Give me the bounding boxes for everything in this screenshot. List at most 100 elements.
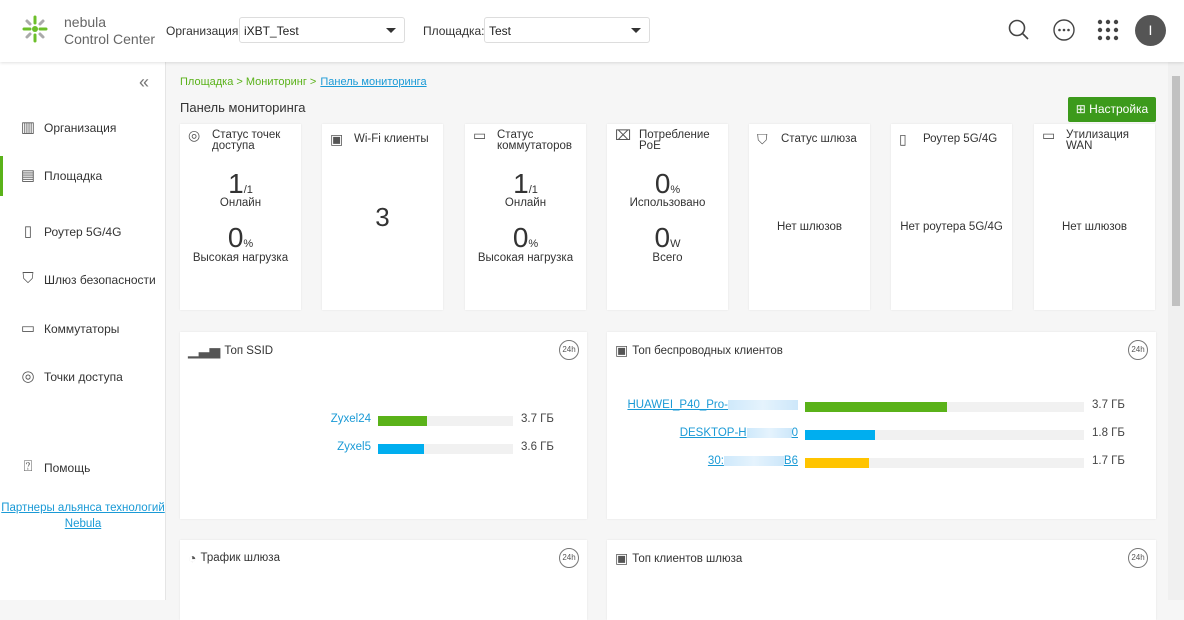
wifi-icon: ◎ — [21, 368, 35, 385]
nav-label: Точки доступа — [44, 370, 123, 384]
card-poe: ⌧ Потребление PoE 0% Использовано 0W Всег… — [607, 124, 728, 310]
card-value: 1/1 — [465, 168, 586, 200]
panel-title: Топ беспроводных клиентов — [632, 344, 783, 357]
partner-link[interactable]: Партнеры альянса технологий Nebula — [1, 502, 165, 530]
brand: nebula Control Center — [64, 14, 155, 48]
card-value[interactable]: 3 — [375, 202, 390, 232]
bar-value: 1.8 ГБ — [1092, 427, 1125, 439]
sidebar-item-organization[interactable]: ▥ Организация — [0, 108, 166, 148]
card-switch-status: ▭ Статус коммутаторов 1/1 Онлайн 0% Высок… — [465, 124, 586, 310]
nav-label: Организация — [44, 121, 117, 135]
name-suffix: B6 — [783, 455, 798, 467]
unit: % — [670, 184, 681, 196]
card-title: Статус коммутаторов — [497, 129, 572, 152]
bar-value: 1.7 ГБ — [1092, 455, 1125, 467]
card-message: Нет роутера 5G/4G — [900, 221, 1003, 233]
value: 0 — [512, 222, 529, 253]
switch-icon: ▭ — [20, 320, 36, 337]
bar-label[interactable]: HUAWEI_P40_Pro- — [627, 399, 798, 411]
card-value: 0W — [607, 222, 728, 254]
bar-label[interactable]: Zyxel5 — [337, 441, 371, 453]
phone-icon: ▯ — [23, 223, 33, 240]
bar-value: 3.6 ГБ — [521, 441, 554, 453]
gateway-traffic-panel: ◔ Трафик шлюза 24h — [180, 540, 587, 620]
panel-title: Трафик шлюза — [200, 552, 280, 564]
breadcrumb: Площадка > Мониторинг > Панель мониторинг… — [180, 76, 427, 88]
24h-badge[interactable]: 24h — [1128, 548, 1148, 568]
nav-label: Шлюз безопасности — [44, 273, 156, 287]
settings-icon: ⊞ — [1075, 102, 1090, 116]
collapse-sidebar-icon[interactable]: « — [139, 72, 150, 92]
card-ap-status: ◎ Статус точек доступа 1/1 Онлайн 0% Высо… — [180, 124, 301, 310]
bar-track — [805, 402, 1084, 412]
sidebar-item-gateway[interactable]: ⛉ Шлюз безопасности — [0, 260, 166, 300]
card-label: Использовано — [629, 197, 706, 209]
site-icon: ▤ — [20, 167, 36, 184]
card-wan: ▭ Утилизация WAN Нет шлюзов — [1034, 124, 1155, 310]
card-wifi-clients: ▣ Wi-Fi клиенты 3 — [322, 124, 443, 310]
poe-icon: ⌧ — [615, 127, 632, 143]
panel-title: Топ SSID — [224, 344, 274, 357]
name: HUAWEI_P40_Pro- — [627, 399, 728, 411]
scrollbar[interactable] — [1168, 62, 1184, 600]
more-icon[interactable] — [1051, 17, 1077, 43]
scrollbar-thumb[interactable] — [1172, 76, 1180, 306]
gateway-clients-panel: ▣ Топ клиентов шлюза 24h — [607, 540, 1156, 620]
sidebar-item-access-points[interactable]: ◎ Точки доступа — [0, 357, 166, 397]
value: 0 — [227, 222, 244, 253]
bar-chart-icon: ▁▃▅ — [188, 342, 221, 358]
redacted-block — [723, 455, 784, 466]
breadcrumb-parent[interactable]: Площадка > Мониторинг > — [180, 76, 317, 88]
chevron-down-icon — [631, 28, 641, 33]
name: Zyxel5 — [337, 441, 371, 453]
bar-label[interactable]: DESKTOP-H 0 — [680, 427, 798, 439]
card-label: Высокая нагрузка — [477, 252, 574, 264]
wan-icon: ▭ — [1042, 127, 1056, 143]
apps-grid-icon[interactable] — [1095, 17, 1121, 43]
top-wireless-clients-panel: ▣ Топ беспроводных клиентов 24h HUAWEI_P4… — [607, 332, 1156, 519]
settings-button[interactable]: ⊞ Настройка — [1068, 97, 1156, 122]
bar-label[interactable]: 30: B6 — [708, 455, 798, 467]
bar-track — [805, 458, 1084, 468]
24h-badge[interactable]: 24h — [559, 340, 579, 360]
card-title: Потребление PoE — [639, 129, 710, 152]
bar-row: Zyxel24 3.7 ГБ — [180, 413, 587, 426]
top-ssid-panel: ▁▃▅ Топ SSID 24h Zyxel24 3.7 ГБ Zyxel5 3.6 Г… — [180, 332, 587, 519]
pie-chart-icon: ◔ — [188, 550, 197, 566]
clients-icon: ▣ — [615, 342, 629, 358]
header: nebula Control Center Организация: iXBT_T… — [0, 0, 1184, 62]
sidebar-item-switches[interactable]: ▭ Коммутаторы — [0, 309, 166, 349]
avatar[interactable]: I — [1135, 15, 1166, 46]
search-icon[interactable] — [1006, 17, 1032, 43]
org-select[interactable]: iXBT_Test — [239, 17, 405, 43]
card-label: Высокая нагрузка — [192, 252, 289, 264]
card-value: 0% — [180, 222, 301, 254]
card-message: Нет шлюзов — [777, 221, 842, 233]
sidebar-item-site[interactable]: ▤ Площадка — [0, 156, 166, 196]
help-icon: ⍰ — [23, 458, 33, 475]
site-select[interactable]: Test — [484, 17, 650, 43]
settings-label: Настройка — [1089, 102, 1149, 116]
shield-icon: ⛉ — [22, 270, 34, 287]
nebula-logo[interactable] — [20, 14, 50, 44]
sidebar-item-router[interactable]: ▯ Роутер 5G/4G — [0, 212, 166, 252]
card-label: Всего — [652, 252, 683, 264]
name: Zyxel24 — [330, 413, 371, 425]
card-router: ▯ Роутер 5G/4G Нет роутера 5G/4G — [891, 124, 1012, 310]
name-suffix: 0 — [791, 427, 798, 439]
monitor-icon: ▣ — [330, 131, 344, 147]
sidebar-item-help[interactable]: ⍰ Помощь — [0, 448, 166, 488]
card-value: 1/1 — [180, 168, 301, 200]
bar-row: DESKTOP-H 0 1.8 ГБ — [607, 427, 1156, 440]
site-value: Test — [489, 24, 512, 38]
bar-label[interactable]: Zyxel24 — [331, 413, 371, 425]
breadcrumb-current[interactable]: Панель мониторинга — [320, 76, 427, 88]
value: 0 — [654, 168, 671, 199]
24h-badge[interactable]: 24h — [559, 548, 579, 568]
name: 30: — [707, 455, 724, 467]
24h-badge[interactable]: 24h — [1128, 340, 1148, 360]
card-title: Статус точек доступа — [212, 129, 281, 152]
bar-fill — [805, 458, 870, 468]
unit: % — [243, 238, 254, 250]
unit: /1 — [528, 184, 538, 196]
